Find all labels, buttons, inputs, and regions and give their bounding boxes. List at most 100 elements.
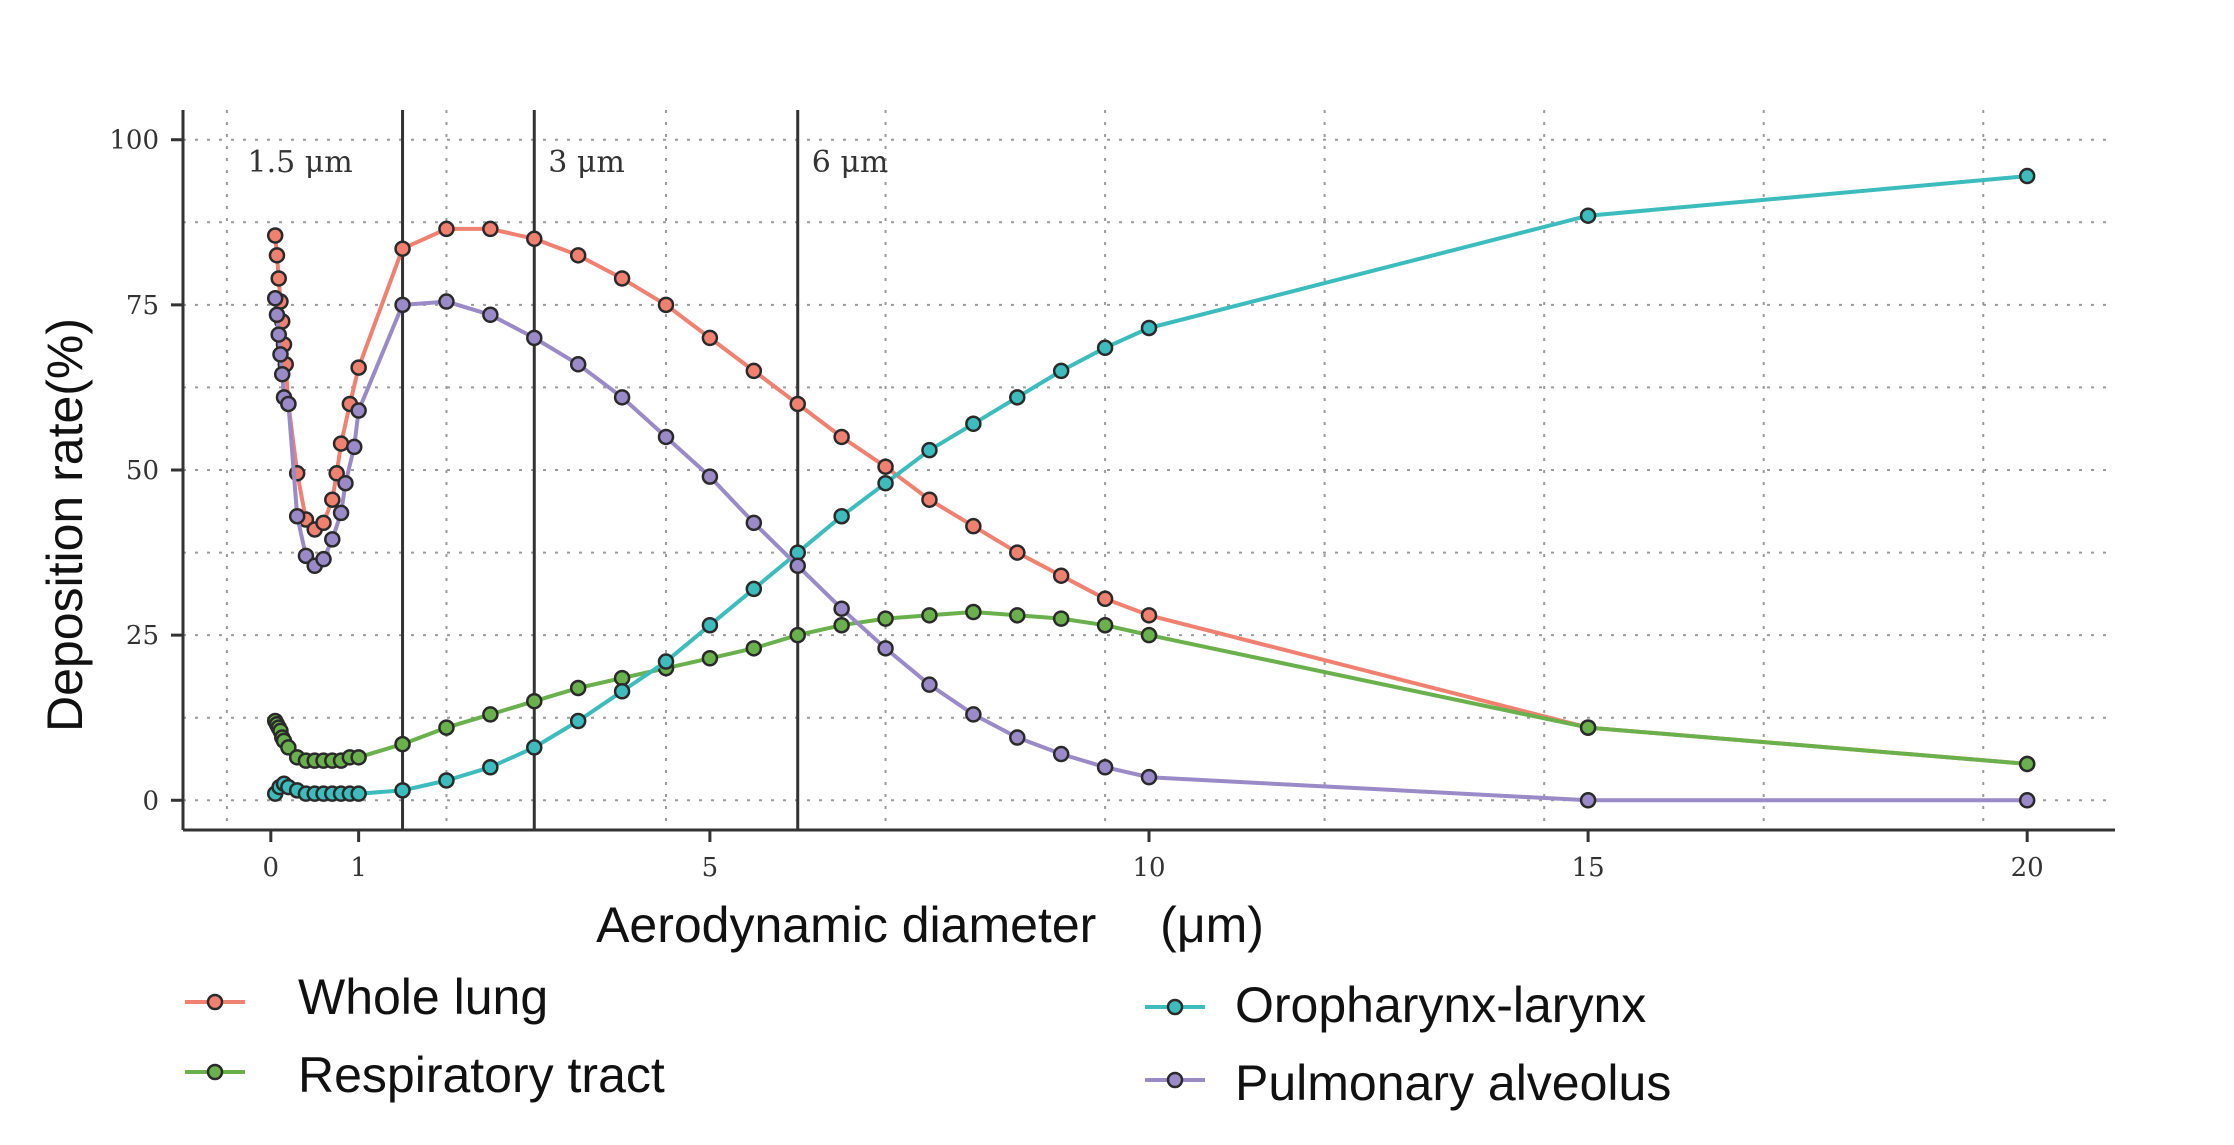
data-point-whole-lung <box>1140 607 1158 624</box>
data-point-respiratory-tract <box>1009 607 1026 624</box>
data-point-oropharynx-larynx <box>1096 339 1114 357</box>
data-point-pulmonary-alveolus <box>345 438 363 456</box>
legend-item-whole-lung: Whole lung <box>185 969 548 1025</box>
series-oropharynx-larynx <box>266 167 2036 802</box>
data-point-pulmonary-alveolus <box>1052 745 1070 763</box>
data-point-whole-lung <box>569 247 587 264</box>
legend-swatch-marker <box>206 993 224 1011</box>
data-point-pulmonary-alveolus <box>280 395 297 413</box>
data-point-respiratory-tract <box>280 739 297 756</box>
data-point-pulmonary-alveolus <box>613 389 631 406</box>
legend-item-respiratory-tract: Respiratory tract <box>185 1047 665 1103</box>
data-series <box>266 167 2036 809</box>
data-point-respiratory-tract <box>2018 755 2036 773</box>
data-point-whole-lung <box>482 220 499 238</box>
data-point-pulmonary-alveolus <box>789 557 806 575</box>
data-point-pulmonary-alveolus <box>297 547 315 565</box>
data-point-pulmonary-alveolus <box>315 550 332 568</box>
data-point-oropharynx-larynx <box>833 507 850 525</box>
y-tick-label: 50 <box>126 456 159 486</box>
data-point-whole-lung <box>526 230 543 248</box>
data-point-pulmonary-alveolus <box>1096 758 1114 776</box>
legend-item-oropharynx-larynx: Oropharynx-larynx <box>1145 977 1646 1033</box>
legend-label: Whole lung <box>298 969 548 1025</box>
data-point-respiratory-tract <box>877 610 894 627</box>
data-point-whole-lung <box>1052 567 1070 584</box>
data-point-respiratory-tract <box>1052 610 1070 627</box>
data-point-whole-lung <box>965 517 982 535</box>
legend-label: Pulmonary alveolus <box>1235 1055 1671 1111</box>
x-tick-label: 15 <box>1572 853 1605 883</box>
data-point-pulmonary-alveolus <box>270 326 287 343</box>
data-point-pulmonary-alveolus <box>745 514 763 532</box>
data-point-pulmonary-alveolus <box>1009 729 1026 746</box>
data-point-pulmonary-alveolus <box>288 507 306 525</box>
data-point-oropharynx-larynx <box>745 580 763 598</box>
data-point-whole-lung <box>921 491 938 508</box>
reference-line-label: 1.5 μm <box>248 145 353 180</box>
data-point-respiratory-tract <box>1579 719 1597 736</box>
data-point-pulmonary-alveolus <box>482 306 499 324</box>
data-point-oropharynx-larynx <box>2018 167 2036 185</box>
data-point-respiratory-tract <box>438 719 455 736</box>
data-point-whole-lung <box>268 247 286 264</box>
data-point-respiratory-tract <box>526 692 543 710</box>
legend-item-pulmonary-alveolus: Pulmonary alveolus <box>1145 1055 1671 1111</box>
data-point-respiratory-tract <box>789 626 806 644</box>
data-point-pulmonary-alveolus <box>1140 768 1158 786</box>
data-point-oropharynx-larynx <box>1140 319 1158 337</box>
y-tick-label: 25 <box>126 621 159 651</box>
data-point-pulmonary-alveolus <box>877 640 894 657</box>
data-point-whole-lung <box>266 227 284 244</box>
data-point-whole-lung <box>1009 544 1026 561</box>
series-respiratory-tract <box>266 603 2036 773</box>
data-point-whole-lung <box>833 428 850 446</box>
data-point-oropharynx-larynx <box>1579 207 1597 224</box>
data-point-respiratory-tract <box>613 669 631 687</box>
legend-label: Oropharynx-larynx <box>1235 977 1646 1033</box>
data-point-pulmonary-alveolus <box>833 600 850 617</box>
data-point-respiratory-tract <box>569 679 587 697</box>
data-point-whole-lung <box>438 220 455 238</box>
reference-line-label: 3 μm <box>548 145 625 180</box>
data-point-respiratory-tract <box>482 706 499 723</box>
series-whole-lung <box>266 220 2036 773</box>
y-axis-title: Deposition rate(%) <box>37 318 93 732</box>
legend-label: Respiratory tract <box>298 1047 665 1103</box>
data-point-pulmonary-alveolus <box>569 356 587 373</box>
data-point-pulmonary-alveolus <box>394 296 411 314</box>
data-point-pulmonary-alveolus <box>266 290 284 307</box>
data-point-respiratory-tract <box>1140 626 1158 644</box>
data-point-respiratory-tract <box>1096 616 1114 634</box>
data-point-pulmonary-alveolus <box>337 474 354 492</box>
data-point-oropharynx-larynx <box>921 441 938 459</box>
data-point-respiratory-tract <box>701 650 719 667</box>
data-point-oropharynx-larynx <box>350 785 367 802</box>
data-point-oropharynx-larynx <box>569 712 587 730</box>
x-tick-label: 0 <box>263 853 280 883</box>
data-point-whole-lung <box>315 514 332 532</box>
data-point-whole-lung <box>701 329 719 347</box>
data-point-oropharynx-larynx <box>482 758 499 776</box>
data-point-pulmonary-alveolus <box>965 706 982 723</box>
grid <box>183 110 2115 830</box>
reference-lines: 1.5 μm 3 μm 6 μm <box>248 110 888 830</box>
data-point-whole-lung <box>270 270 287 287</box>
data-point-whole-lung <box>332 435 350 452</box>
data-point-oropharynx-larynx <box>613 683 631 700</box>
data-point-respiratory-tract <box>833 616 850 634</box>
y-tick-label: 0 <box>142 786 159 816</box>
legend: Whole lung Respiratory tract Oropharynx-la… <box>185 969 1671 1111</box>
data-point-oropharynx-larynx <box>394 782 411 799</box>
data-point-whole-lung <box>350 359 367 376</box>
data-point-oropharynx-larynx <box>1009 389 1026 406</box>
data-point-oropharynx-larynx <box>877 474 894 492</box>
data-point-pulmonary-alveolus <box>324 531 341 548</box>
data-point-whole-lung <box>789 395 806 413</box>
data-point-oropharynx-larynx <box>526 739 543 756</box>
data-point-pulmonary-alveolus <box>268 306 286 324</box>
data-point-whole-lung <box>394 240 411 257</box>
x-tick-label: 20 <box>2011 853 2044 883</box>
